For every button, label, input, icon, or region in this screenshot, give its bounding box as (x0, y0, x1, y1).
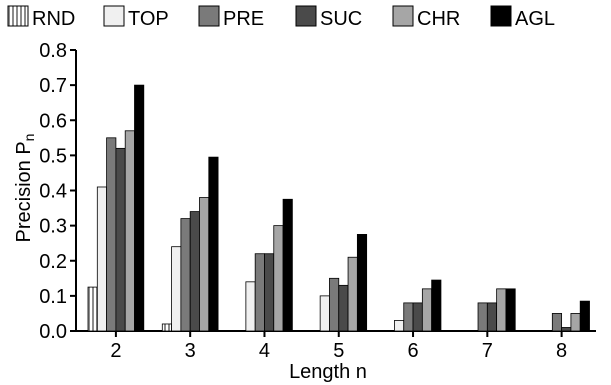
legend-swatch-agl (490, 5, 512, 27)
y-axis-label-subscript: n (21, 134, 37, 142)
bar-top-3 (171, 246, 182, 332)
y-tick-label: 0.1 (39, 286, 67, 308)
bar-agl-8 (579, 300, 590, 332)
y-tick-label: 0.3 (39, 216, 67, 238)
bar-agl-7 (505, 288, 516, 332)
legend-label-agl: AGL (515, 8, 555, 30)
bar-pre-4 (254, 253, 265, 332)
bar-chr-7 (496, 288, 507, 332)
bar-chr-6 (421, 288, 433, 332)
y-axis-label: Precision Pn (13, 134, 37, 243)
bar-suc-7 (486, 302, 498, 332)
y-tick-label: 0.4 (39, 181, 67, 203)
bar-top-5 (319, 295, 330, 332)
x-tick-label: 4 (259, 340, 270, 362)
bar-chr-3 (199, 197, 210, 332)
y-tick-label: 0.8 (39, 40, 67, 62)
bar-agl-5 (356, 234, 368, 332)
x-tick-label: 8 (556, 340, 567, 362)
bar-agl-4 (282, 198, 293, 332)
y-tick-label: 0.2 (39, 251, 67, 273)
y-tick-label: 0.6 (39, 110, 67, 132)
y-axis: 0.0 0.1 0.2 0.3 0.4 0.5 0.6 0.7 0.8 (39, 40, 77, 343)
x-tick-label: 3 (185, 340, 196, 362)
bar-rnd-3 (161, 323, 172, 332)
bar-chr-2 (124, 130, 135, 332)
bar-suc-3 (189, 211, 200, 332)
bar-suc-4 (264, 253, 275, 332)
bar-top-4 (245, 281, 256, 332)
legend-label-rnd: RND (32, 8, 75, 30)
x-axis: 2 3 4 5 6 7 8 (76, 330, 596, 362)
x-tick-label: 2 (110, 340, 121, 362)
bar-suc-8 (561, 327, 572, 332)
x-tick-label: 6 (407, 340, 418, 362)
legend: RND TOP PRE SUC CHR AGL (7, 5, 555, 30)
y-axis-label-main: Precision P (13, 141, 35, 242)
bar-chr-4 (273, 225, 284, 332)
bar-pre-7 (477, 302, 488, 332)
legend-swatch-pre (198, 5, 220, 27)
legend-label-suc: SUC (320, 8, 362, 30)
bars-group (87, 84, 590, 332)
bar-rnd-2 (87, 286, 98, 332)
y-tick-label: 0.0 (39, 321, 67, 343)
x-tick-label: 7 (482, 340, 493, 362)
legend-swatch-rnd (7, 5, 29, 27)
legend-swatch-top (103, 5, 125, 27)
bar-pre-8 (551, 313, 563, 332)
legend-swatch-chr (392, 5, 414, 27)
bar-top-6 (394, 320, 405, 332)
y-tick-label: 0.5 (39, 145, 67, 167)
x-tick-label: 5 (333, 340, 344, 362)
bar-top-2 (96, 186, 108, 332)
bar-pre-6 (403, 302, 414, 332)
legend-label-pre: PRE (223, 8, 264, 30)
bar-agl-3 (208, 156, 219, 332)
bar-suc-5 (338, 284, 349, 332)
bar-pre-2 (106, 137, 117, 332)
bar-agl-2 (134, 84, 145, 332)
y-tick-label: 0.7 (39, 75, 67, 97)
bar-suc-6 (412, 302, 423, 332)
x-axis-label: Length n (289, 361, 367, 383)
legend-label-top: TOP (128, 8, 169, 30)
bar-chr-8 (570, 313, 581, 332)
bar-pre-3 (180, 218, 191, 332)
bar-suc-2 (115, 147, 126, 332)
legend-swatch-suc (295, 5, 317, 27)
bar-chr-5 (347, 256, 358, 332)
legend-label-chr: CHR (417, 8, 460, 30)
bar-pre-5 (329, 277, 340, 332)
bar-agl-6 (431, 279, 442, 332)
